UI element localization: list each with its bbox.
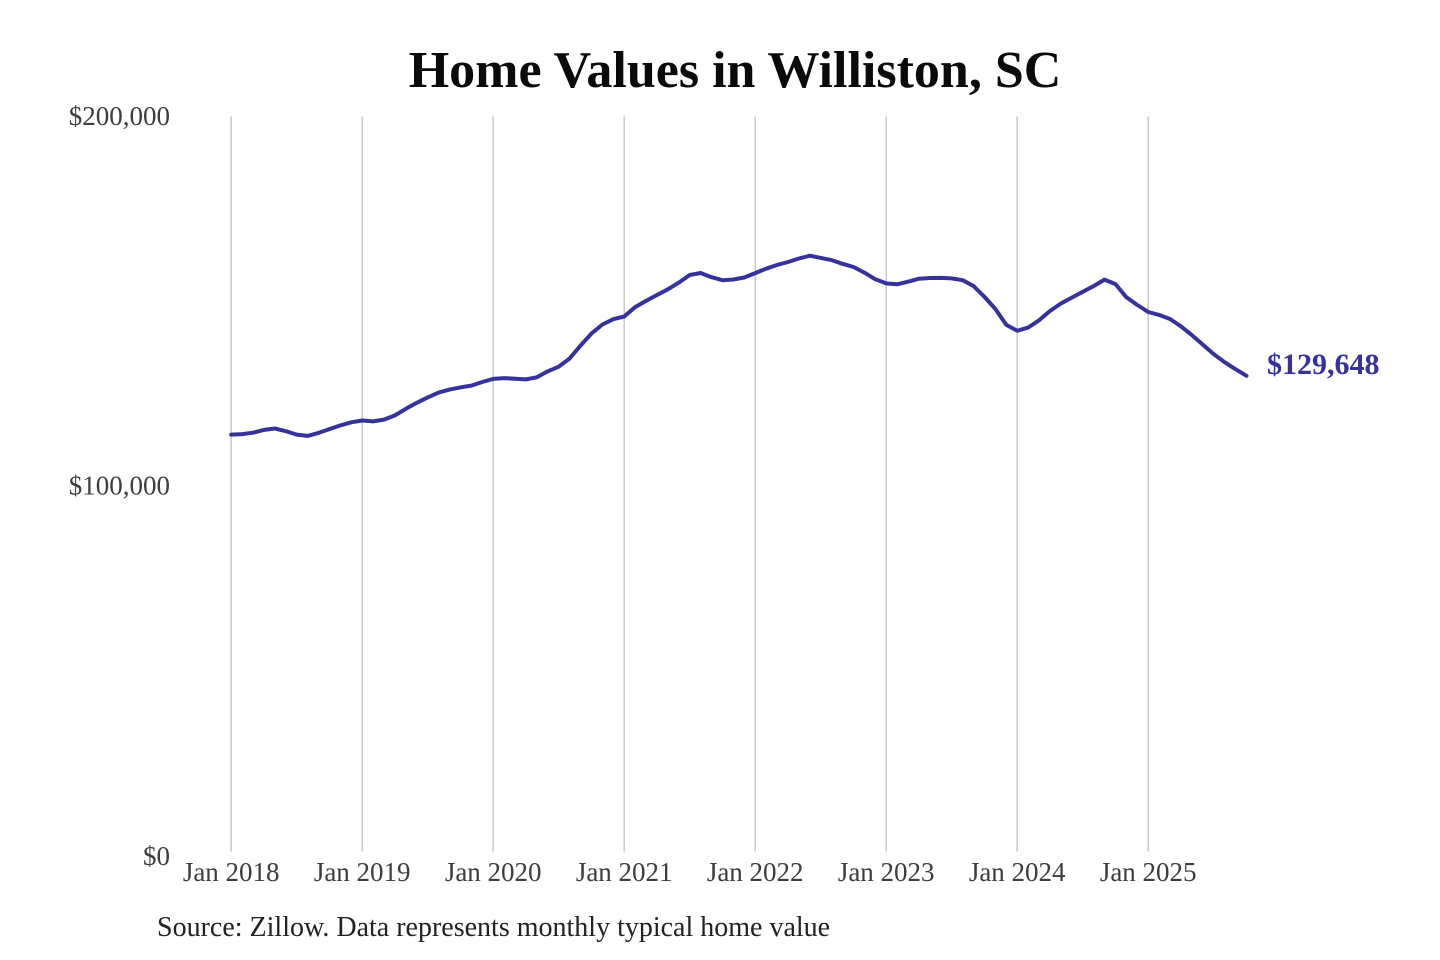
svg-text:$129,648: $129,648 xyxy=(1267,348,1380,381)
svg-text:Jan 2020: Jan 2020 xyxy=(445,857,542,887)
svg-text:Jan 2018: Jan 2018 xyxy=(183,857,280,887)
svg-text:Jan 2022: Jan 2022 xyxy=(707,857,804,887)
svg-text:$200,000: $200,000 xyxy=(69,101,170,131)
svg-text:Jan 2024: Jan 2024 xyxy=(969,857,1066,887)
svg-text:Jan 2023: Jan 2023 xyxy=(838,857,935,887)
svg-text:Jan 2019: Jan 2019 xyxy=(314,857,411,887)
svg-text:$100,000: $100,000 xyxy=(69,471,170,501)
svg-text:Source: Zillow. Data represent: Source: Zillow. Data represents monthly … xyxy=(157,912,830,943)
svg-text:$0: $0 xyxy=(143,841,170,871)
svg-text:Jan 2021: Jan 2021 xyxy=(576,857,673,887)
svg-text:Home Values in Williston, SC: Home Values in Williston, SC xyxy=(409,42,1062,99)
svg-text:Jan 2025: Jan 2025 xyxy=(1100,857,1197,887)
